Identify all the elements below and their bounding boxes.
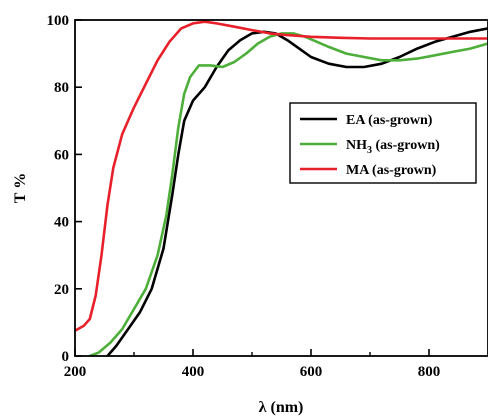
series-line-1 [88, 32, 488, 356]
plot-frame [74, 19, 488, 357]
series-line-2 [75, 20, 488, 333]
x-axis-title: λ (nm) [259, 399, 304, 416]
x-tick-label: 800 [418, 364, 441, 380]
series-layer [75, 20, 488, 356]
legend-label-2: MA (as-grown) [346, 163, 437, 178]
y-tick-label: 80 [54, 80, 69, 96]
y-tick-label: 20 [54, 282, 69, 298]
y-tick-label: 40 [54, 215, 69, 231]
legend: EA (as-grown) NH3 (as-grown) MA (as-grown) [289, 102, 477, 184]
x-tick-label: 600 [300, 364, 323, 380]
x-tick-label: 400 [182, 364, 205, 380]
legend-label-1: NH3 (as-grown) [346, 138, 440, 156]
y-tick-label: 0 [62, 349, 70, 365]
series-line-0 [106, 27, 488, 356]
y-tick-label: 100 [47, 13, 70, 29]
y-tick-label: 60 [54, 147, 69, 163]
x-tick-label: 200 [64, 364, 87, 380]
y-axis-title: T % [12, 173, 29, 203]
legend-label-0: EA (as-grown) [346, 113, 433, 128]
tick-layer: 200 400 600 800 0 20 40 60 80 100 [47, 13, 441, 380]
